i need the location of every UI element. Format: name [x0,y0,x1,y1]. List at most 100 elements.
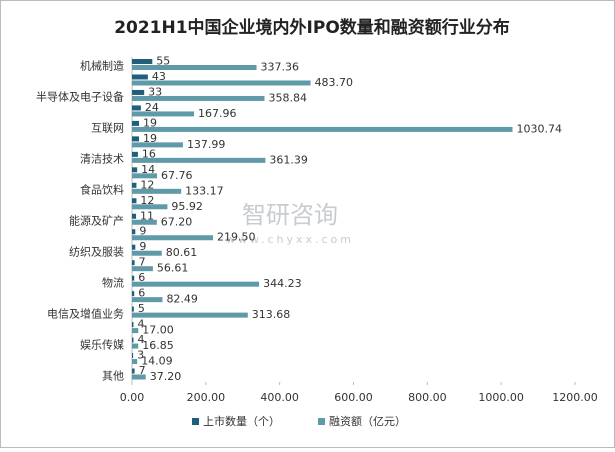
x-tick-label: 200.00 [187,391,226,404]
value-label: 16.85 [142,339,174,352]
bar [132,173,158,179]
x-tick-label: 400.00 [260,391,299,404]
bar [132,281,260,287]
bar [132,65,257,70]
value-label: 219.50 [217,231,256,244]
x-tick-label: 1000.00 [478,391,524,404]
value-label: 12 [140,194,154,207]
bar [132,182,137,188]
value-label: 55 [156,55,170,68]
value-label: 5 [138,302,145,315]
value-label: 33 [148,85,162,98]
bar [132,312,248,318]
legend-swatch [318,418,325,425]
value-label: 16 [142,147,156,160]
bar [132,260,135,266]
chart-title: 2021H1中国企业境内外IPO数量和融资额行业分布 [114,17,510,38]
value-label: 19 [143,132,157,145]
legend-label: 融资额（亿元） [329,415,406,428]
bar [132,328,139,334]
value-label: 7 [139,256,146,269]
bar [132,136,140,142]
value-label: 82.49 [166,293,198,306]
y-tick-label: 其他 [102,369,124,382]
value-label: 133.17 [185,184,224,197]
bar [132,337,134,343]
value-label: 67.20 [161,215,193,228]
value-label: 1030.74 [517,122,563,135]
y-tick-label: 娱乐传媒 [80,337,124,351]
value-label: 483.70 [315,76,354,89]
bar [132,291,135,297]
value-label: 14 [141,163,155,176]
watermark-url: www.chyxx.com [226,233,354,246]
value-label: 56.61 [157,262,189,275]
bar [132,142,183,148]
bar [132,359,138,365]
y-tick-label: 半导体及电子设备 [36,90,124,104]
bar [132,297,163,303]
value-label: 80.61 [166,246,198,259]
x-tick-label: 0.00 [120,391,145,404]
bar [132,59,153,64]
value-label: 137.99 [187,138,226,151]
value-label: 24 [145,101,159,114]
bar [132,306,134,312]
bar [132,151,138,157]
legend-swatch [192,418,199,425]
value-label: 9 [139,225,146,238]
bar [132,266,153,272]
bar [132,167,138,173]
x-tick-label: 1200.00 [552,391,598,404]
bar [132,120,140,126]
value-label: 313.68 [252,308,291,321]
bar [132,74,148,80]
value-label: 95.92 [171,200,203,213]
bar [132,219,157,225]
x-tick-label: 600.00 [334,391,373,404]
bar [132,105,141,111]
value-label: 19 [143,116,157,129]
value-label: 7 [139,364,146,377]
bar [132,204,168,210]
bar [132,250,162,256]
bar [132,368,135,374]
y-tick-label: 电信及增值业务 [47,306,124,320]
bar [132,188,182,194]
bar [132,374,146,380]
value-label: 337.36 [261,61,300,74]
value-label: 4 [137,318,144,331]
value-label: 9 [139,240,146,253]
value-label: 3 [137,349,144,362]
value-label: 167.96 [198,107,237,120]
bar [132,80,311,86]
value-label: 14.09 [141,355,173,368]
bar [132,229,136,235]
value-label: 4 [137,333,144,346]
bar [132,157,266,163]
bar [132,111,195,117]
legend-label: 上市数量（个） [203,414,280,428]
y-tick-label: 物流 [102,275,124,289]
watermark: 智研咨询 [242,201,338,229]
bar [132,275,135,281]
value-label: 43 [152,70,166,83]
value-label: 67.76 [161,169,193,182]
bar [132,89,145,95]
value-label: 361.39 [269,153,308,166]
value-label: 11 [140,209,154,222]
value-label: 6 [138,287,145,300]
bar [132,244,136,250]
bar [132,343,139,349]
bar [132,198,137,204]
y-tick-label: 机械制造 [80,59,124,73]
bar [132,126,513,132]
y-tick-label: 清洁技术 [80,153,124,166]
value-label: 6 [138,271,145,284]
x-tick-label: 800.00 [408,391,447,404]
y-tick-label: 食品饮料 [80,183,124,197]
y-tick-label: 纺织及服装 [69,244,124,258]
value-label: 37.20 [150,370,182,383]
